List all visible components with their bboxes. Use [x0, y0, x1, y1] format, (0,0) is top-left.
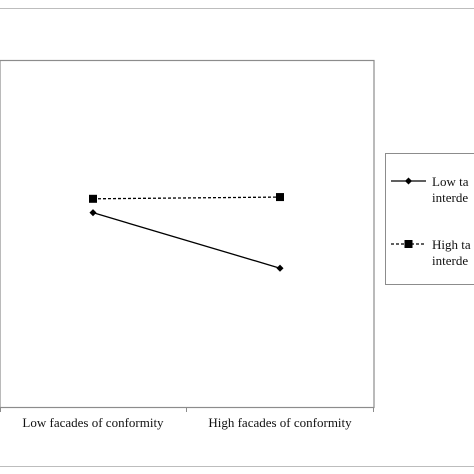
legend-high-label-line1: High ta: [432, 237, 471, 252]
series-low-point-high-facades: [276, 264, 284, 272]
series-low-point-low-facades: [89, 209, 97, 217]
legend-frame: [385, 153, 474, 285]
x-tick-label-low-facades: Low facades of conformity: [22, 415, 164, 430]
series-high-line: [92, 196, 281, 200]
x-tick-label-high-facades: High facades of conformity: [208, 415, 352, 430]
series-high-point-high-facades: [276, 193, 284, 202]
series-high-point-low-facades: [89, 194, 97, 203]
legend: Low ta interde High ta interde: [385, 153, 474, 285]
legend-high-square-marker: [404, 240, 413, 248]
legend-low-diamond-marker: [404, 177, 413, 185]
series-low-line: [92, 212, 281, 269]
plot-area-frame: [0, 59, 375, 409]
legend-high-label-line2: interde: [432, 253, 468, 268]
legend-low-label-line1: Low ta: [432, 174, 469, 189]
legend-low-label-line2: interde: [432, 190, 468, 205]
